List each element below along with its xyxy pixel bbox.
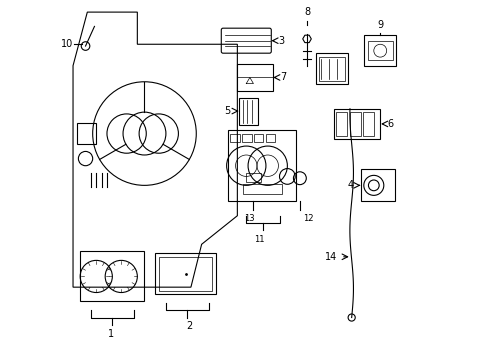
Text: 10: 10 <box>61 39 73 49</box>
Text: 1: 1 <box>107 329 113 339</box>
Bar <box>159 257 212 291</box>
Text: 4: 4 <box>346 180 353 190</box>
Bar <box>253 134 263 143</box>
Bar <box>230 134 240 143</box>
Text: 7: 7 <box>280 72 286 82</box>
Bar <box>242 134 251 143</box>
Text: 12: 12 <box>303 214 313 223</box>
Bar <box>80 251 144 301</box>
Bar <box>363 112 373 136</box>
Bar <box>349 112 360 136</box>
Bar <box>238 98 258 125</box>
Text: 14: 14 <box>325 252 337 262</box>
Bar <box>333 109 380 139</box>
Bar <box>77 123 96 144</box>
Bar <box>265 134 275 143</box>
Text: 13: 13 <box>244 214 254 223</box>
Text: 11: 11 <box>254 235 264 244</box>
Bar <box>228 130 296 202</box>
Text: 9: 9 <box>376 20 383 30</box>
Bar <box>336 112 346 136</box>
Bar <box>315 53 347 84</box>
Text: 8: 8 <box>304 8 309 18</box>
Bar <box>360 169 394 202</box>
Text: 2: 2 <box>185 321 192 331</box>
Bar <box>318 58 345 81</box>
Bar <box>242 184 282 194</box>
Bar <box>367 41 392 60</box>
Bar <box>237 64 272 91</box>
Text: 3: 3 <box>278 36 284 46</box>
Bar <box>364 35 395 66</box>
Bar <box>155 253 216 294</box>
Text: 6: 6 <box>386 119 393 129</box>
Bar <box>246 173 260 182</box>
Text: 5: 5 <box>224 106 230 116</box>
